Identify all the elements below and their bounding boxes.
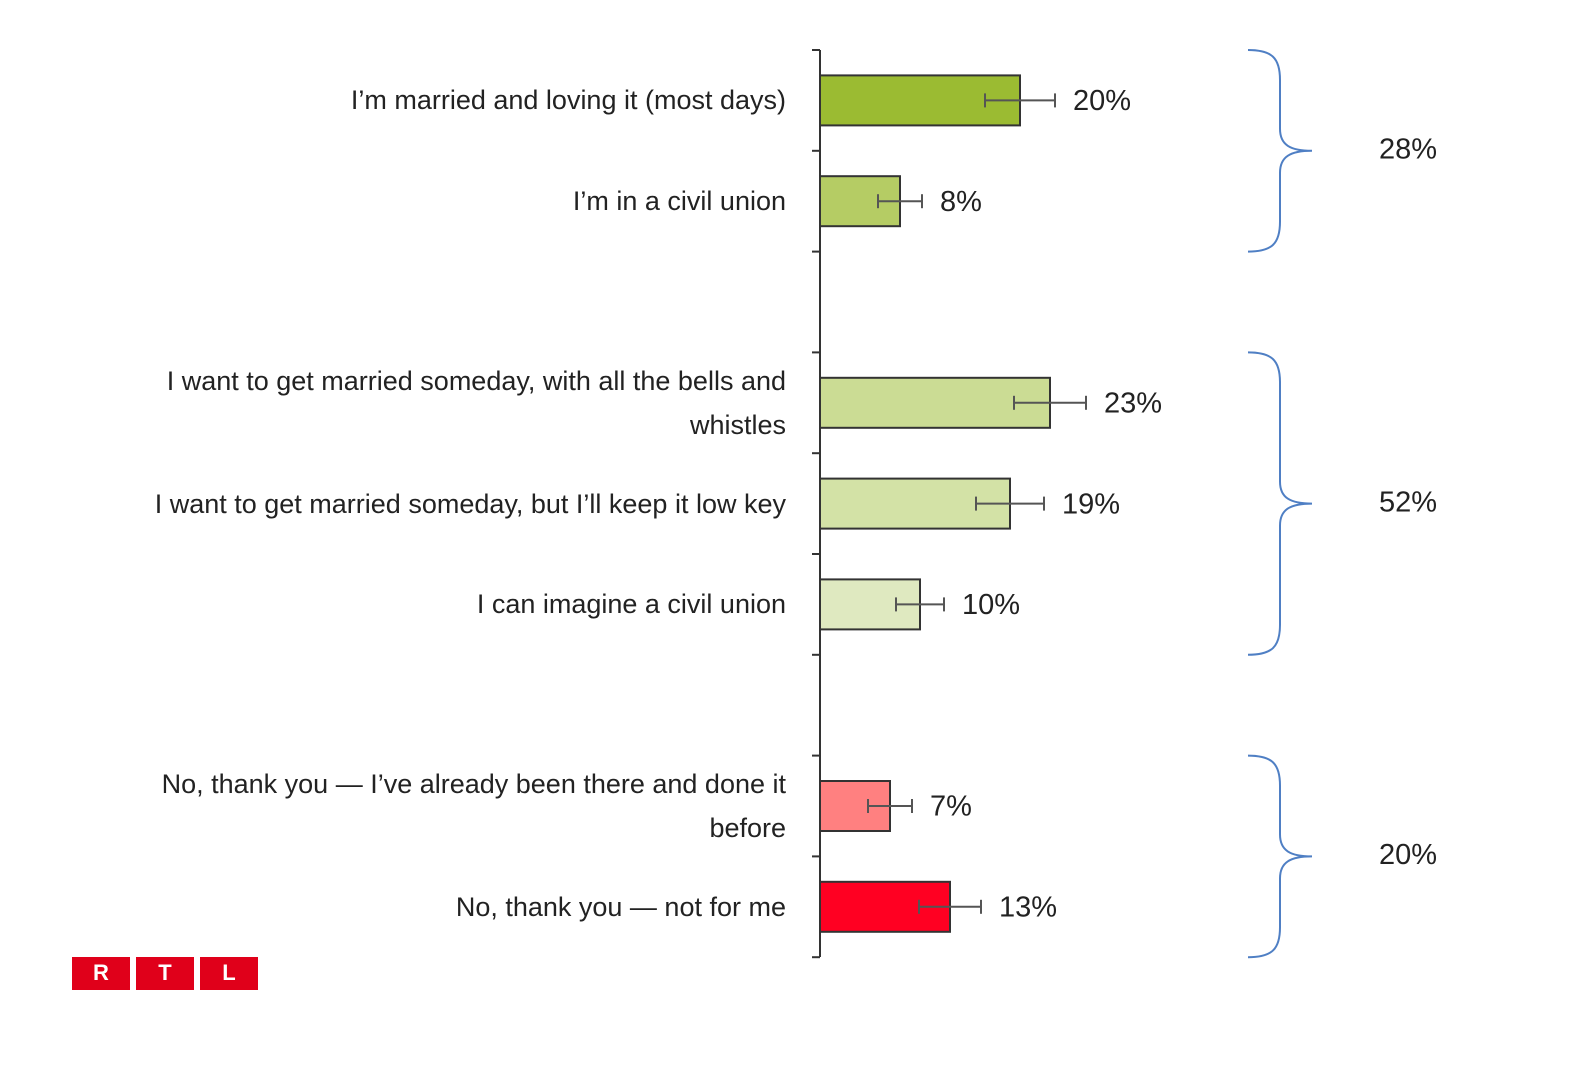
category-label: I want to get married someday, with all … bbox=[166, 365, 786, 440]
logo-letter: T bbox=[158, 960, 172, 985]
logo-box bbox=[136, 957, 194, 990]
logo-box bbox=[72, 957, 130, 990]
category-label: No, thank you — I’ve already been there … bbox=[161, 769, 786, 843]
logo-letter: L bbox=[222, 960, 235, 985]
category-label: I’m married and loving it (most days) bbox=[350, 85, 786, 116]
value-label: 19% bbox=[1062, 488, 1120, 520]
group-brace bbox=[1247, 49, 1313, 253]
category-label: No, thank you — not for me bbox=[455, 891, 786, 922]
value-label: 23% bbox=[1104, 387, 1162, 419]
group-total: 20% bbox=[1379, 839, 1437, 871]
category-label: I want to get married someday, but I’ll … bbox=[154, 488, 786, 519]
logo-letter: R bbox=[93, 960, 109, 985]
logo-box bbox=[200, 957, 258, 990]
group-brace bbox=[1247, 754, 1313, 959]
group-total: 52% bbox=[1379, 486, 1437, 518]
value-label: 10% bbox=[962, 589, 1020, 621]
group-total: 28% bbox=[1379, 133, 1437, 165]
bar bbox=[819, 376, 1051, 429]
value-label: 7% bbox=[930, 791, 972, 823]
value-label: 13% bbox=[999, 891, 1057, 923]
category-label: I can imagine a civil union bbox=[476, 589, 786, 620]
logo: R T L bbox=[72, 957, 258, 990]
value-label: 20% bbox=[1073, 85, 1131, 117]
category-label: I’m in a civil union bbox=[572, 186, 786, 217]
group-brace bbox=[1247, 351, 1313, 656]
value-label: 8% bbox=[940, 186, 982, 218]
